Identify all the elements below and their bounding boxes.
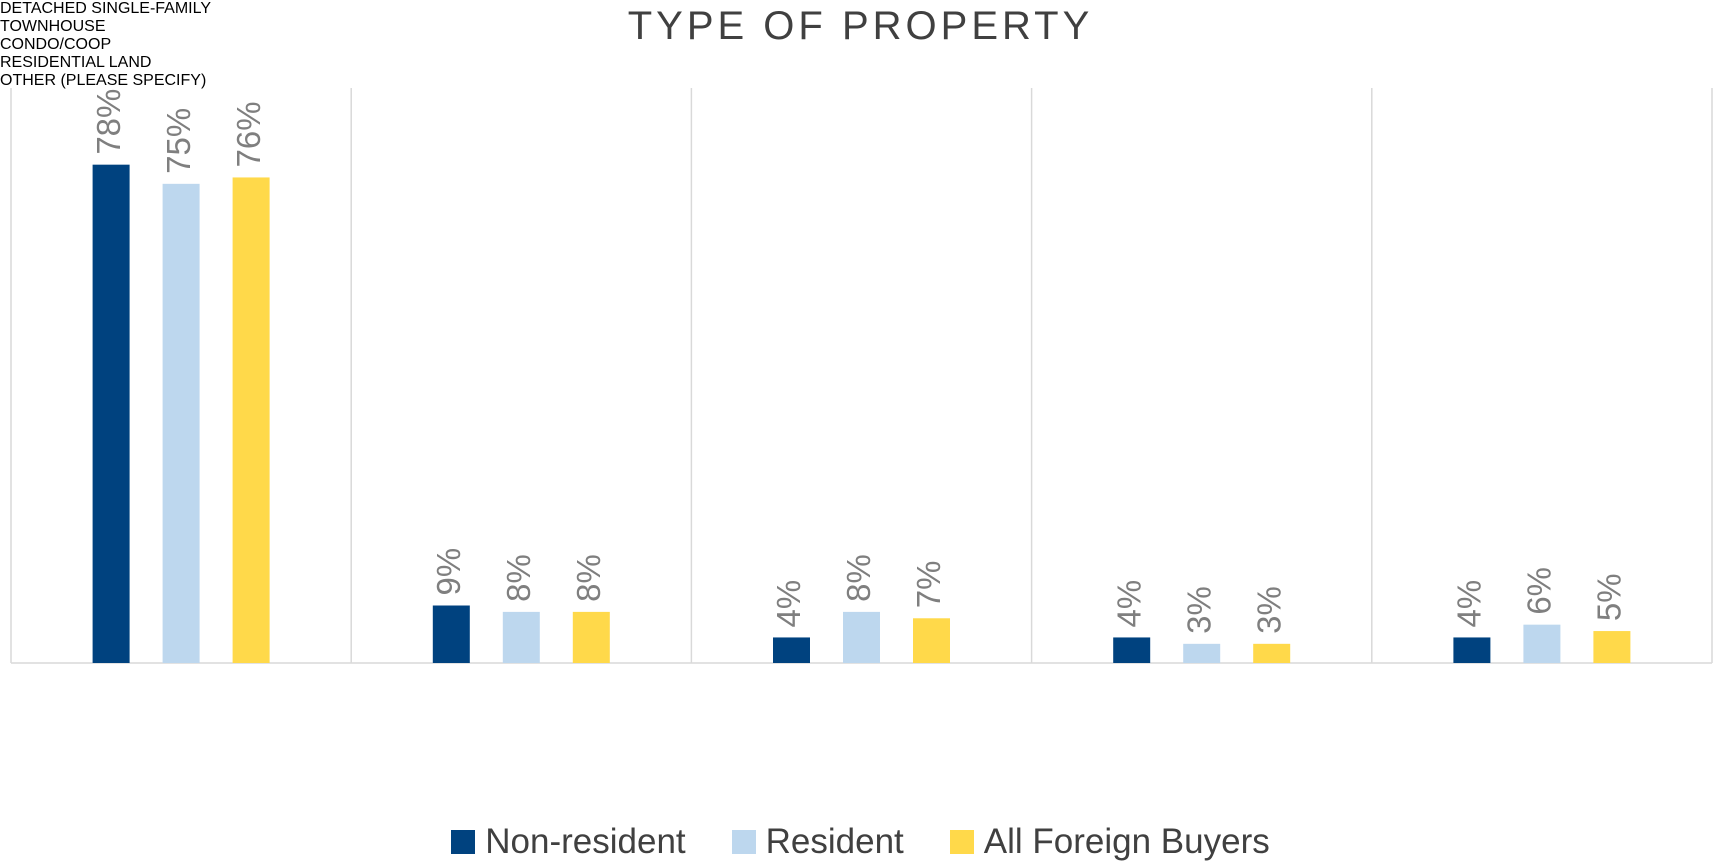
legend-item: Non-resident (451, 822, 686, 862)
data-label: 4% (770, 580, 807, 628)
legend-label: Non-resident (485, 822, 686, 861)
legend-label: Resident (765, 822, 904, 861)
x-tick-label: CONDO/COOP (0, 36, 112, 53)
x-tick-label: TOWNHOUSE (0, 18, 106, 35)
data-label: 8% (840, 554, 877, 602)
data-label: 4% (1451, 580, 1488, 628)
data-label: 8% (500, 554, 537, 602)
bar (1453, 637, 1491, 663)
bar (432, 605, 470, 663)
data-label: 3% (1250, 586, 1287, 634)
x-tick-label: DETACHED SINGLE-FAMILY (0, 0, 211, 17)
data-label: 5% (1591, 573, 1628, 621)
bar (1253, 643, 1291, 663)
data-label: 75% (160, 108, 197, 174)
bar (1523, 624, 1561, 663)
data-label: 9% (430, 548, 467, 596)
legend-swatch (731, 830, 756, 854)
bar (162, 183, 200, 664)
data-label: 7% (910, 561, 947, 609)
bar (232, 177, 270, 663)
legend: Non-resident Resident All Foreign Buyers (0, 822, 1721, 862)
data-label: 8% (570, 554, 607, 602)
x-tick-label: OTHER (PLEASE SPECIFY) (0, 72, 207, 89)
data-label: 4% (1110, 580, 1147, 628)
legend-item: All Foreign Buyers (949, 822, 1270, 862)
legend-label: All Foreign Buyers (983, 822, 1270, 861)
bar (1183, 643, 1221, 663)
data-label: 3% (1180, 586, 1217, 634)
data-label: 76% (230, 101, 267, 167)
x-tick-label: RESIDENTIAL LAND (0, 54, 152, 71)
bar (572, 611, 610, 663)
data-label: 78% (90, 89, 127, 155)
bar (1593, 631, 1631, 663)
bar (92, 164, 130, 663)
bar (843, 611, 880, 663)
data-label: 6% (1521, 567, 1558, 615)
bar (913, 618, 950, 663)
legend-item: Resident (731, 822, 904, 862)
legend-swatch (949, 830, 974, 854)
bar (502, 611, 540, 663)
chart-title: TYPE OF PROPERTY (627, 4, 1094, 48)
legend-swatch (451, 830, 476, 854)
bar (773, 637, 810, 663)
bar (1113, 637, 1151, 663)
